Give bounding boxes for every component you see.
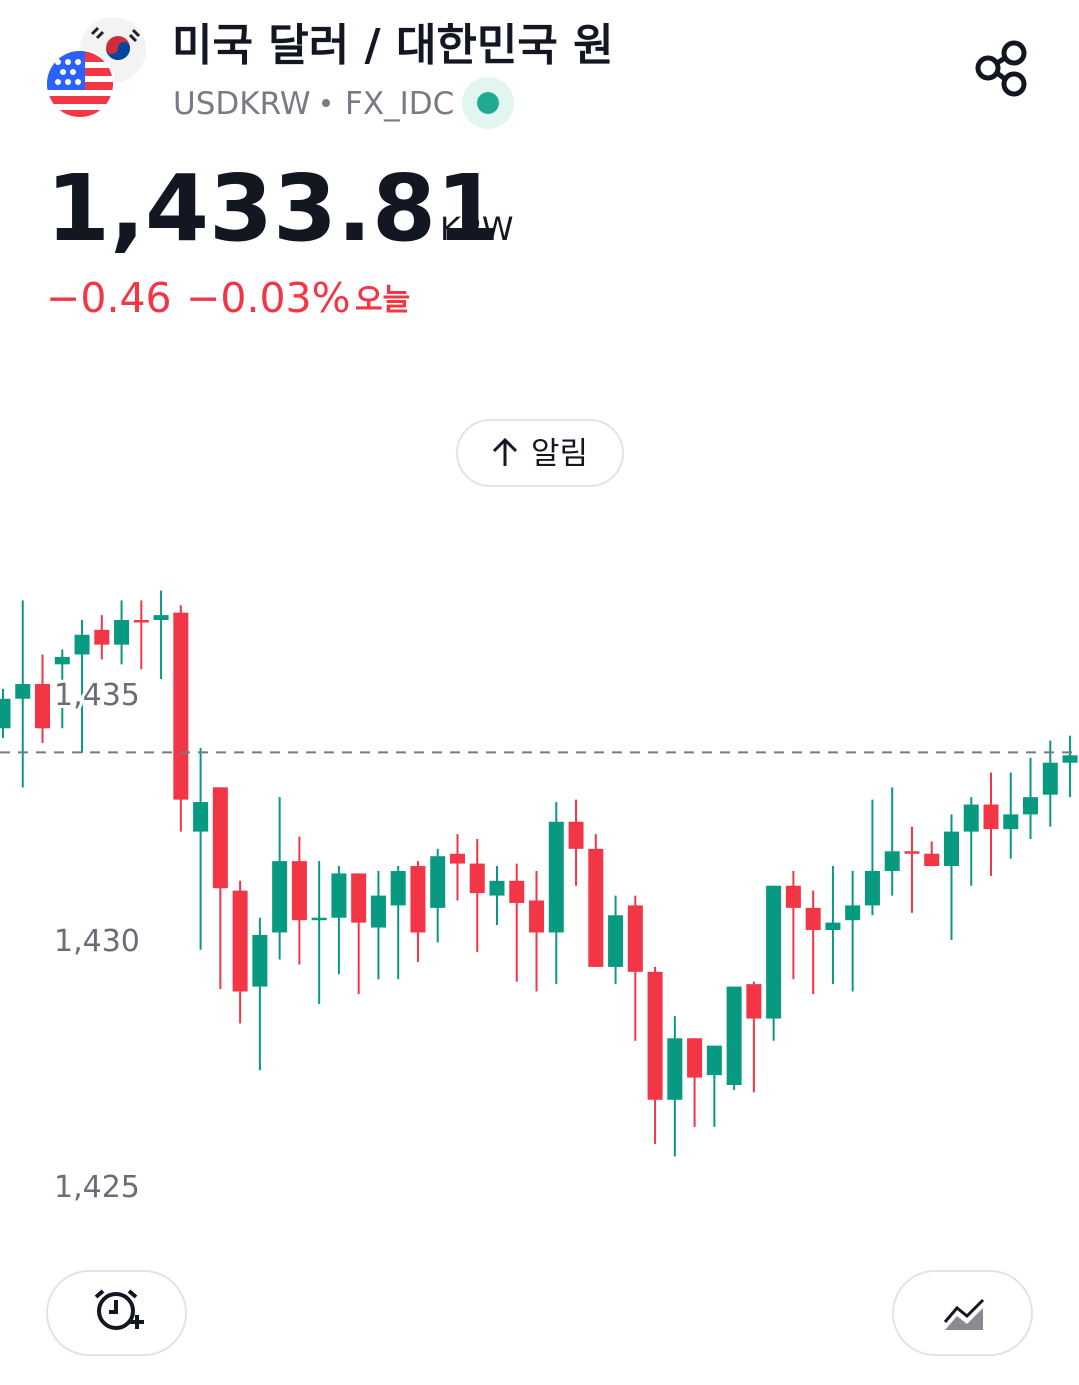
price: 1,433.81 <box>46 155 500 262</box>
chart-style-button[interactable] <box>892 1270 1033 1356</box>
candle-body <box>232 890 248 992</box>
candle-body <box>1003 814 1019 830</box>
candle-body <box>608 915 624 967</box>
candle-body <box>924 853 940 867</box>
candle-body <box>805 907 821 931</box>
candle-body <box>785 885 801 908</box>
candle-body <box>410 866 426 933</box>
candle-body <box>35 683 51 729</box>
candle-body <box>114 620 130 645</box>
candle-body <box>94 629 110 645</box>
alert-button[interactable]: 알림 <box>456 419 624 487</box>
candle-body <box>0 698 11 729</box>
candle-body <box>1023 797 1039 815</box>
market-status <box>477 92 499 114</box>
y-tick-label: 1,425 <box>54 1170 140 1205</box>
currency: KRW <box>440 210 514 248</box>
alert-label: 알림 <box>531 436 588 472</box>
candle-body <box>706 1045 722 1076</box>
candle-body <box>133 620 149 623</box>
candle-body <box>746 984 762 1019</box>
add-alert-button[interactable] <box>46 1270 187 1356</box>
share-button[interactable] <box>975 40 1027 97</box>
candle-body <box>825 922 841 931</box>
candle-body <box>904 851 920 854</box>
currency-flags <box>45 17 146 119</box>
title: 미국 달러 / 대한민국 원 <box>172 20 614 71</box>
candle-body <box>430 856 446 908</box>
candle-body <box>667 1038 683 1100</box>
candle-body <box>588 848 604 967</box>
candle-body <box>627 905 643 972</box>
candle-body <box>331 873 347 918</box>
candle-body <box>212 787 228 889</box>
candle-body <box>74 634 90 655</box>
y-tick-label: 1,435 <box>54 678 140 713</box>
change-percent: −0.03% <box>186 274 351 322</box>
candle-body <box>193 802 209 832</box>
candle-body <box>884 851 900 871</box>
candle-body <box>568 821 584 849</box>
candle-body <box>963 804 979 832</box>
candle-body <box>548 821 564 933</box>
candle-body <box>370 895 386 928</box>
candle-body <box>252 934 268 987</box>
candle-body <box>647 971 663 1100</box>
candle-body <box>272 861 288 933</box>
candle-body <box>291 861 307 921</box>
candle-body <box>173 612 189 800</box>
candle-body <box>54 656 70 665</box>
candle-body <box>529 900 545 933</box>
chart: 1,425 1,430 1,435 <box>0 590 1079 1208</box>
candle-body <box>15 683 31 699</box>
candle-body <box>943 831 959 867</box>
candle-body <box>469 863 485 894</box>
candle-body <box>351 873 367 923</box>
candle-body <box>1062 755 1078 763</box>
candle-body <box>766 885 782 1019</box>
separator-dot <box>322 99 330 107</box>
candle-body <box>153 615 169 621</box>
y-tick-label: 1,430 <box>54 924 140 959</box>
candle-body <box>983 804 999 830</box>
period: 오늘 <box>355 283 410 318</box>
candle-body <box>390 870 406 906</box>
candle-body <box>311 917 327 921</box>
candle-body <box>845 905 861 921</box>
candle-body <box>449 853 465 864</box>
candle-body <box>489 880 505 896</box>
candle-body <box>1042 762 1058 795</box>
candle-body <box>687 1038 703 1078</box>
candle-body <box>726 986 742 1086</box>
exchange: FX_IDC <box>345 86 454 122</box>
candle-body <box>864 870 880 906</box>
symbol: USDKRW <box>173 86 311 122</box>
candle-body <box>509 880 525 903</box>
change: −0.46 <box>46 274 172 322</box>
